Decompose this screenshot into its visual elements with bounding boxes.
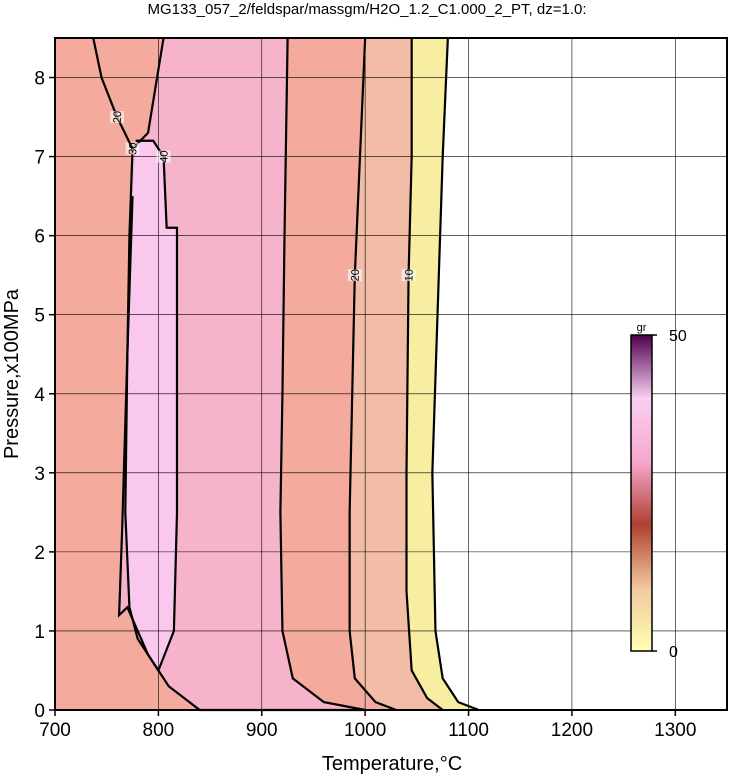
x-tick-label: 800 — [143, 720, 175, 741]
y-tick-label: 8 — [34, 69, 45, 90]
contour-line — [431, 37, 480, 712]
contour-label-bg — [156, 150, 171, 163]
plot-frame — [54, 37, 728, 711]
x-tick-label: 700 — [39, 720, 71, 741]
x-tick-label: 1000 — [344, 720, 386, 741]
y-tick-label: 0 — [34, 701, 45, 722]
contour-fill — [119, 38, 366, 710]
contour-fill — [125, 140, 177, 671]
colorbar-label: gr — [637, 322, 647, 334]
contour-line — [92, 37, 134, 150]
contour-label: 20 — [112, 111, 124, 124]
colorbar-tick-label: 50 — [669, 328, 687, 345]
x-axis-label: Temperature,°C — [322, 753, 462, 775]
x-tick-label: 1100 — [448, 720, 489, 741]
contour-label: 40 — [158, 150, 170, 163]
y-tick-label: 2 — [34, 543, 45, 564]
y-tick-label: 5 — [34, 306, 45, 327]
chart-title: MG133_057_2/feldspar/massgm/H2O_1.2_C1.0… — [147, 1, 586, 18]
contour-label-bg — [110, 111, 125, 124]
y-tick-label: 7 — [34, 148, 45, 169]
y-axis-label: Pressure,x100MPa — [1, 288, 23, 459]
colorbar — [630, 334, 653, 652]
contour-line — [117, 37, 366, 712]
contour-line — [405, 38, 444, 711]
y-tick-label: 6 — [34, 227, 45, 248]
y-tick-label: 1 — [34, 622, 45, 643]
contour-label: 10 — [403, 269, 415, 282]
colorbar-tick-label: 0 — [669, 644, 678, 661]
x-tick-label: 900 — [246, 720, 278, 741]
contour-line — [348, 37, 397, 712]
contour-label-bg — [347, 269, 362, 282]
contour-label: 20 — [350, 269, 362, 282]
y-tick-label: 4 — [34, 385, 45, 406]
y-tick-label: 3 — [34, 464, 45, 485]
x-tick-label: 1200 — [551, 720, 593, 741]
contour-label-bg — [401, 269, 416, 282]
x-tick-label: 1300 — [654, 720, 696, 741]
